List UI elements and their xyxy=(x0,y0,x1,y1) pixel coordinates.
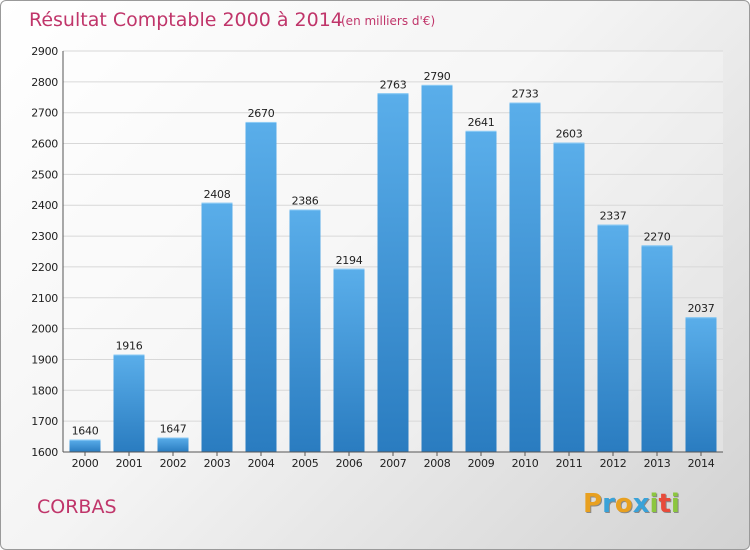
bar-2007 xyxy=(377,93,409,453)
x-tick-label: 2005 xyxy=(292,457,319,470)
y-tick-label: 1600 xyxy=(31,446,58,459)
y-tick-label: 2900 xyxy=(31,45,58,58)
value-label: 1647 xyxy=(160,423,187,436)
bar-2013 xyxy=(641,245,673,452)
value-label: 2763 xyxy=(380,78,407,91)
x-tick-label: 2001 xyxy=(116,457,143,470)
value-label: 1640 xyxy=(72,425,99,438)
value-label: 2386 xyxy=(292,195,319,208)
logo-letter: i xyxy=(649,489,659,519)
y-tick-label: 2000 xyxy=(31,323,58,336)
x-tick-label: 2006 xyxy=(336,457,363,470)
bar-2011 xyxy=(553,142,585,452)
bar-2006 xyxy=(333,268,365,452)
bar-2010 xyxy=(509,102,541,453)
axes: 1600 1700 1800 1900 2000 2100 2200 2300 2400 2500… xyxy=(31,45,723,470)
x-tick-label: 2004 xyxy=(248,457,275,470)
y-tick-label: 2300 xyxy=(31,230,58,243)
x-tick-label: 2002 xyxy=(160,457,187,470)
logo-letter: i xyxy=(670,489,680,519)
x-tick-label: 2007 xyxy=(380,457,407,470)
x-tick-label: 2009 xyxy=(468,457,495,470)
x-tick-label: 2011 xyxy=(556,457,583,470)
y-tick-label: 1800 xyxy=(31,384,58,397)
bar-2001 xyxy=(113,354,145,452)
bars: 1640 1916 1647 2408 2670 2386 2194 2763 2790 2641… xyxy=(69,70,717,453)
x-tick-label: 2013 xyxy=(644,457,671,470)
bar-2004 xyxy=(245,121,277,452)
value-label: 2194 xyxy=(336,254,363,267)
bar-2009 xyxy=(465,130,497,452)
value-label: 2408 xyxy=(204,188,231,201)
value-label: 2603 xyxy=(556,128,583,141)
bar-2012 xyxy=(597,224,629,452)
bar-2014 xyxy=(685,317,717,452)
x-tick-label: 2014 xyxy=(688,457,715,470)
bar-2000 xyxy=(69,439,101,452)
y-tick-label: 2700 xyxy=(31,107,58,120)
proxiti-logo: Proxiti xyxy=(583,489,680,519)
bar-2005 xyxy=(289,209,321,452)
x-tick-label: 2010 xyxy=(512,457,539,470)
y-tick-label: 2800 xyxy=(31,76,58,89)
x-tick-label: 2012 xyxy=(600,457,627,470)
x-tick-label: 2008 xyxy=(424,457,451,470)
bar-2003 xyxy=(201,202,233,452)
chart-title: Résultat Comptable 2000 à 2014 xyxy=(29,9,343,31)
y-tick-label: 2600 xyxy=(31,138,58,151)
x-tick-label: 2000 xyxy=(72,457,99,470)
y-tick-label: 1900 xyxy=(31,353,58,366)
value-label: 2337 xyxy=(600,210,627,223)
value-label: 2641 xyxy=(468,116,495,129)
logo-letter: r xyxy=(602,489,615,519)
y-tick-label: 2200 xyxy=(31,261,58,274)
value-label: 2670 xyxy=(248,107,275,120)
y-tick-label: 1700 xyxy=(31,415,58,428)
x-tick-label: 2003 xyxy=(204,457,231,470)
value-label: 2733 xyxy=(512,88,539,101)
value-label: 2270 xyxy=(644,230,671,243)
y-tick-label: 2500 xyxy=(31,168,58,181)
logo-letter: t xyxy=(658,489,671,519)
logo-letter: o xyxy=(614,489,633,519)
bar-2002 xyxy=(157,437,189,452)
y-tick-label: 2400 xyxy=(31,199,58,212)
bar-2008 xyxy=(421,84,453,452)
logo-letter: x xyxy=(632,489,650,519)
y-tick-label: 2100 xyxy=(31,292,58,305)
value-label: 2037 xyxy=(688,302,715,315)
commune-name: CORBAS xyxy=(37,496,117,518)
chart-unit: (en milliers d'€) xyxy=(341,14,435,28)
logo-letter: P xyxy=(583,489,603,519)
value-label: 1916 xyxy=(116,340,143,353)
value-label: 2790 xyxy=(424,70,451,83)
